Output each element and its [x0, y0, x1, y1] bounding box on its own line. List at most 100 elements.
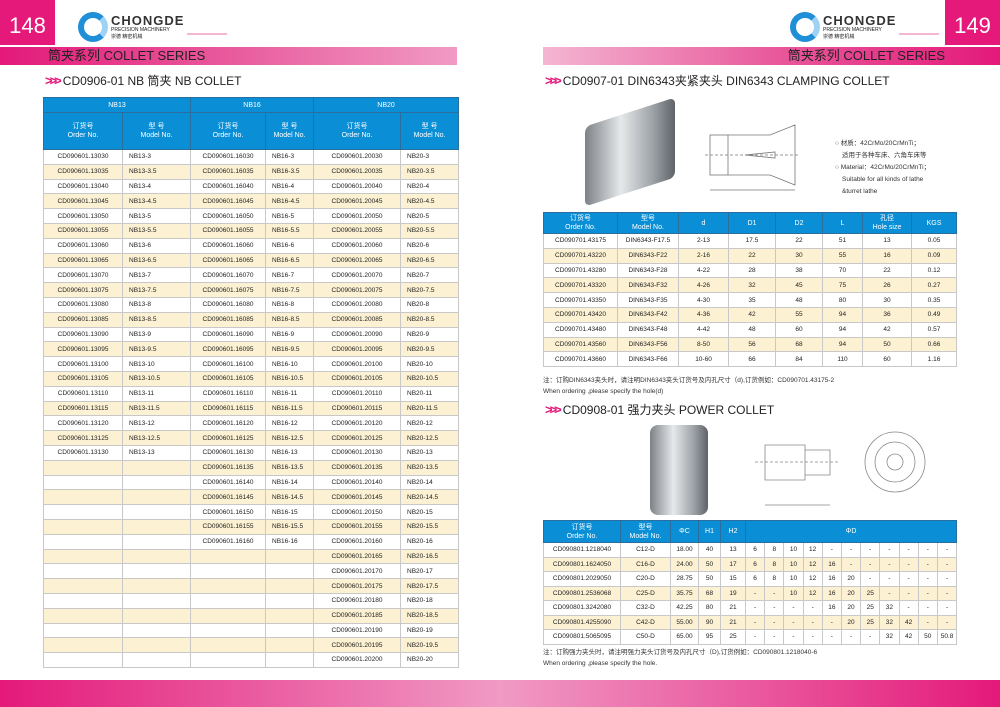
table-cell: NB20-13.5 — [400, 459, 460, 476]
table-cell: - — [879, 585, 900, 601]
table-cell: CD090701.43175 — [543, 233, 618, 249]
table-cell: NB20-17.5 — [400, 578, 460, 594]
table-cell: 110 — [822, 351, 863, 368]
table-cell: NB20-14.5 — [400, 489, 460, 506]
series-band-left: 筒夹系列 COLLET SERIES — [0, 47, 457, 65]
table-cell: 22 — [775, 233, 823, 249]
table-cell: - — [879, 556, 900, 572]
table-cell: - — [860, 542, 881, 558]
table-cell: CD090601.13125 — [43, 430, 123, 446]
table-cell: 90 — [698, 614, 721, 630]
table-cell: CD090601.13070 — [43, 267, 123, 284]
table-cell: - — [898, 571, 919, 587]
table-cell: NB16-14 — [265, 474, 315, 491]
table-cell: NB16-9 — [265, 326, 315, 343]
table-cell: NB20-8 — [400, 296, 460, 313]
table-cell: 25 — [860, 585, 881, 601]
table-cell: 75 — [822, 277, 863, 294]
table-cell: 22 — [728, 247, 776, 264]
table-cell: 25 — [860, 614, 881, 630]
table-cell: CD090601.13055 — [43, 222, 123, 239]
table-cell: 94 — [822, 306, 863, 323]
table-cell: 16 — [821, 600, 842, 616]
table-cell: NB13-9 — [121, 326, 192, 343]
table-cell — [190, 607, 267, 624]
header-line: Model No. — [629, 532, 662, 540]
table-row: CD090601.13030 NB13-3 CD090601.16030 NB16-3… — [43, 149, 460, 165]
table-cell: 0.49 — [911, 306, 957, 323]
table-cell: 80 — [822, 292, 863, 308]
table-row: CD090601.13070 NB13-7 CD090601.16070 NB16-7… — [43, 267, 460, 284]
table-cell: CD090601.20075 — [313, 282, 402, 298]
table-cell: NB16-7 — [265, 267, 315, 284]
table-cell — [121, 622, 192, 639]
table-cell: 16 — [821, 585, 842, 601]
table-cell: NB16-11.5 — [265, 400, 315, 417]
table-cell: CD090601.20045 — [313, 193, 402, 210]
table-cell: 20 — [840, 571, 862, 587]
table-cell: NB16-12 — [265, 415, 315, 432]
table-cell: 16 — [821, 556, 842, 572]
table-cell: - — [860, 556, 881, 572]
table-cell: CD090601.16030 — [190, 149, 267, 165]
table-cell — [190, 548, 267, 565]
table-cell: 4-22 — [678, 262, 729, 279]
table-cell: - — [802, 629, 823, 645]
column-header: H2 — [720, 520, 746, 543]
table-cell: 8 — [764, 542, 785, 558]
table-row: CD090801.2029050 C20-D 28.75 50 15 6 8 10 12 16 20… — [543, 571, 958, 587]
table-cell: 21 — [720, 600, 746, 616]
table-row: CD090601.16140 NB16-14 CD090601.20140 NB20-… — [43, 474, 460, 491]
table-cell: 42 — [898, 614, 919, 630]
table-cell: CD090601.16145 — [190, 489, 267, 506]
table-cell: 68 — [775, 336, 823, 353]
table-row: CD090601.13080 NB13-8 CD090601.16080 NB16-8… — [43, 296, 460, 313]
table-row: CD090601.13055 NB13-5.5 CD090601.16055 NB16… — [43, 222, 460, 239]
table-cell: CD090801.5065095 — [543, 629, 621, 645]
table-cell — [121, 548, 192, 565]
table-cell: 15 — [720, 571, 746, 587]
table-cell: 4-36 — [678, 306, 729, 323]
table-cell: CD090601.16115 — [190, 400, 267, 417]
table-cell: CD090601.20050 — [313, 208, 402, 224]
table-cell: CD090601.16085 — [190, 311, 267, 328]
table-cell: 10 — [783, 542, 804, 558]
table-cell: 84 — [775, 351, 823, 368]
table-cell: CD090601.13105 — [43, 370, 123, 387]
table-cell: NB16-4.5 — [265, 193, 315, 210]
power-note: 注：订购强力夹头时，请注明强力夹头订货号及内孔尺寸（D),订货例如：CD0908… — [543, 649, 818, 667]
table-cell: NB13-13 — [121, 444, 192, 461]
table-cell: 1.16 — [911, 351, 957, 368]
table-cell: CD090601.13040 — [43, 178, 123, 195]
header-line: ΦC — [679, 528, 690, 535]
column-header: 孔径 Hole size — [862, 212, 912, 234]
table-cell: - — [783, 629, 804, 645]
table-cell: CD090601.16070 — [190, 267, 267, 284]
table-cell: DIN6343-F42 — [617, 306, 679, 323]
table-row: CD090801.1218040 C12-D 18.00 40 13 6 8 10 12- - - -… — [543, 542, 958, 558]
table-cell: NB20-3.5 — [400, 163, 460, 180]
table-cell: 0.35 — [911, 292, 957, 308]
table-cell: CD090801.3242080 — [543, 600, 621, 616]
table-cell: NB20-19 — [400, 622, 460, 639]
column-header: 订货号 Order No. — [313, 112, 402, 150]
table-cell: CD090601.20100 — [313, 356, 402, 372]
table-cell: C16-D — [620, 556, 671, 572]
table-cell: 12 — [802, 556, 823, 572]
table-cell: - — [802, 600, 823, 616]
table-cell: - — [898, 556, 919, 572]
table-cell — [265, 637, 315, 654]
table-cell: NB16-13 — [265, 444, 315, 461]
header-line: Order No. — [67, 132, 99, 139]
table-cell: NB20-17 — [400, 563, 460, 580]
page-number-left: 148 — [0, 0, 55, 45]
table-cell — [43, 592, 123, 609]
table-cell: - — [936, 600, 958, 616]
table-row: CD090701.43420 DIN6343-F42 4-36 42 55 94 36 0.4… — [543, 306, 957, 323]
table-cell — [121, 563, 192, 580]
table-cell: CD090601.20065 — [313, 252, 402, 269]
table-row: CD090601.13105 NB13-10.5 CD090601.16105 NB1… — [43, 370, 460, 387]
table-cell: 38 — [775, 262, 823, 279]
table-row: CD090701.43560 DIN6343-F56 8-50 56 68 94 50 0.6… — [543, 336, 957, 353]
table-cell: 20 — [840, 600, 862, 616]
